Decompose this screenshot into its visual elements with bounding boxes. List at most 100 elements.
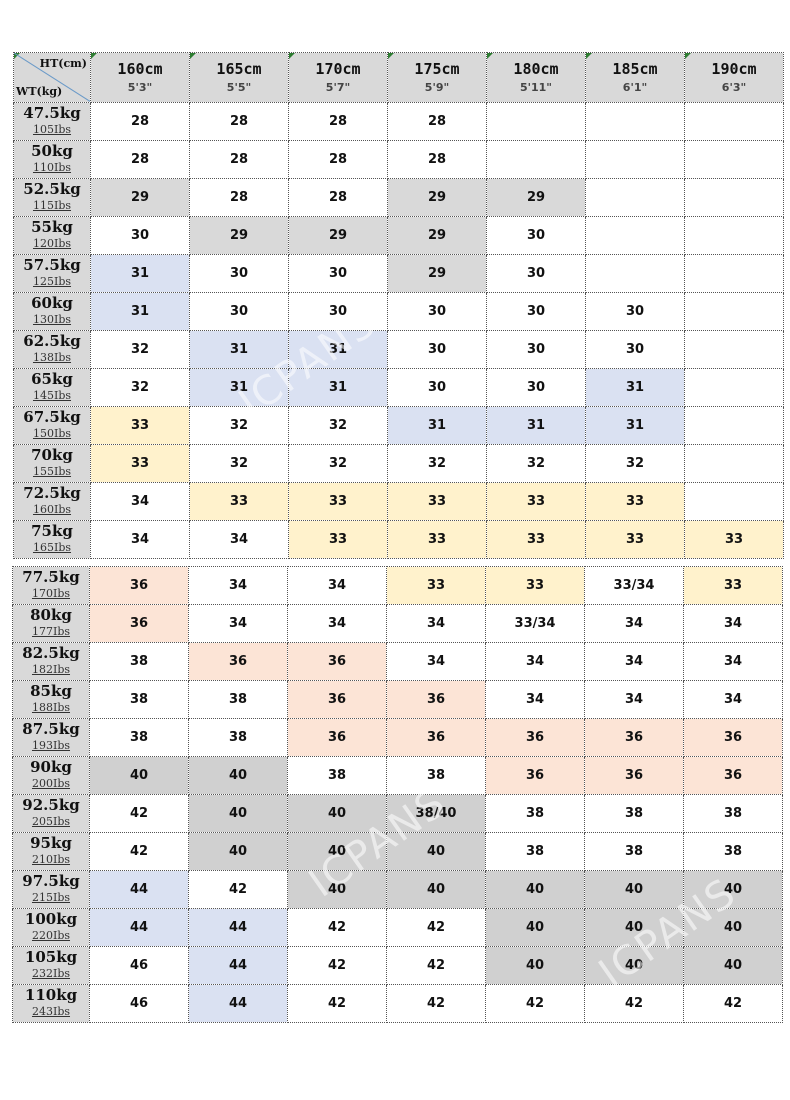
size-cell: 34: [485, 642, 585, 681]
size-cell: 30: [486, 368, 586, 407]
comment-marker-icon: [91, 53, 97, 59]
size-cell: 31: [288, 368, 388, 407]
size-cell: [684, 178, 784, 217]
weight-label-cell: 100kg 220Ibs: [12, 908, 90, 947]
size-cell: 33/34: [485, 604, 585, 643]
size-cell: 28: [387, 102, 487, 141]
size-cell: 30: [189, 292, 289, 331]
size-cell: 32: [387, 444, 487, 483]
size-cell: 33: [387, 520, 487, 559]
size-cell: 36: [287, 718, 387, 757]
size-cell: 31: [387, 406, 487, 445]
size-cell: 38: [683, 794, 783, 833]
weight-kg: 77.5kg: [22, 568, 80, 586]
weight-kg: 110kg: [24, 986, 78, 1004]
size-cell: 33: [585, 520, 685, 559]
size-cell: [684, 216, 784, 255]
comment-marker-icon: [586, 53, 592, 59]
size-cell: 38: [584, 832, 684, 871]
table-row: 50kg 110Ibs 28 28 28 28: [13, 140, 784, 179]
size-cell: 40: [485, 946, 585, 985]
size-cell: 42: [287, 984, 387, 1023]
weight-kg: 62.5kg: [23, 332, 81, 350]
size-cell: 40: [287, 870, 387, 909]
weight-lbs: 177Ibs: [31, 625, 71, 638]
size-cell: 30: [486, 330, 586, 369]
size-cell: [684, 482, 784, 521]
size-cell: 30: [288, 254, 388, 293]
weight-kg: 97.5kg: [22, 872, 80, 890]
table-row: 67.5kg 150Ibs 33 32 32 31 31 31: [13, 406, 784, 445]
size-cell: 34: [287, 604, 387, 643]
size-cell: 33: [90, 406, 190, 445]
weight-lbs: 193Ibs: [31, 739, 71, 752]
weight-kg: 67.5kg: [23, 408, 81, 426]
weight-label-cell: 57.5kg 125Ibs: [13, 254, 91, 293]
weight-lbs: 188Ibs: [31, 701, 71, 714]
weight-lbs: 160Ibs: [32, 503, 72, 516]
weight-lbs: 115Ibs: [32, 199, 72, 212]
weight-lbs: 110Ibs: [32, 161, 72, 174]
size-cell: 42: [485, 984, 585, 1023]
column-header-180cm: 180cm 5'11": [486, 52, 586, 103]
weight-label-cell: 105kg 232Ibs: [12, 946, 90, 985]
size-cell: 30: [288, 292, 388, 331]
size-cell: 40: [287, 832, 387, 871]
weight-label-cell: 90kg 200Ibs: [12, 756, 90, 795]
size-cell: 28: [189, 140, 289, 179]
size-cell: 40: [386, 870, 486, 909]
size-cell: 40: [188, 756, 288, 795]
size-cell: 38: [89, 642, 189, 681]
weight-label-cell: 55kg 120Ibs: [13, 216, 91, 255]
size-cell: 29: [189, 216, 289, 255]
size-cell: [684, 368, 784, 407]
size-cell: 29: [486, 178, 586, 217]
size-cell: 40: [683, 870, 783, 909]
diagonal-divider-icon: [14, 53, 90, 102]
size-cell: 30: [585, 330, 685, 369]
size-cell: 36: [683, 756, 783, 795]
weight-label-cell: 77.5kg 170Ibs: [12, 566, 90, 605]
size-cell: 34: [386, 604, 486, 643]
size-cell: 36: [287, 642, 387, 681]
weight-lbs: 210Ibs: [31, 853, 71, 866]
height-ft: 6'3": [721, 80, 747, 94]
size-cell: 42: [386, 946, 486, 985]
size-cell: 34: [386, 642, 486, 681]
size-cell: 31: [90, 292, 190, 331]
size-cell: 34: [584, 680, 684, 719]
weight-lbs: 120Ibs: [32, 237, 72, 250]
weight-label-cell: 52.5kg 115Ibs: [13, 178, 91, 217]
size-cell: 38: [584, 794, 684, 833]
size-cell: 40: [485, 870, 585, 909]
height-cm: 185cm: [612, 59, 658, 78]
height-cm: 190cm: [711, 59, 757, 78]
size-cell: 34: [485, 680, 585, 719]
size-cell: 30: [486, 216, 586, 255]
table-row: 80kg 177Ibs 36 34 34 34 33/34 34 34: [12, 604, 783, 643]
size-cell: 34: [90, 482, 190, 521]
weight-kg: 95kg: [30, 834, 72, 852]
size-cell: 42: [287, 946, 387, 985]
size-cell: 32: [90, 330, 190, 369]
size-cell: 33: [90, 444, 190, 483]
table-row: 57.5kg 125Ibs 31 30 30 29 30: [13, 254, 784, 293]
size-cell: 33: [288, 482, 388, 521]
size-cell: 40: [584, 870, 684, 909]
weight-lbs: 105Ibs: [32, 123, 72, 136]
size-cell: 34: [287, 566, 387, 605]
size-cell: [585, 102, 685, 141]
size-cell: 30: [387, 330, 487, 369]
size-cell: 33: [585, 482, 685, 521]
size-cell: [684, 444, 784, 483]
size-cell: 32: [585, 444, 685, 483]
size-cell: 30: [486, 254, 586, 293]
weight-kg: 80kg: [30, 606, 72, 624]
weight-kg: 57.5kg: [23, 256, 81, 274]
size-cell: [684, 406, 784, 445]
size-cell: 38: [188, 680, 288, 719]
weight-label-cell: 82.5kg 182Ibs: [12, 642, 90, 681]
size-cell: 44: [89, 870, 189, 909]
weight-lbs: 170Ibs: [31, 587, 71, 600]
size-cell: 36: [485, 756, 585, 795]
